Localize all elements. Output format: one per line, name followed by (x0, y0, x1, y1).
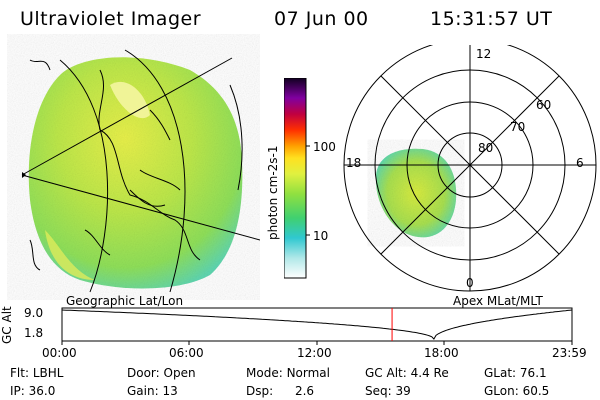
info-ip: IP: 36.0 (10, 384, 55, 398)
mlt-label-12: 12 (476, 47, 492, 61)
info-dsp-value: 2.6 (294, 384, 315, 398)
mlat-label-60: 60 (536, 98, 552, 112)
info-glon-value: 60.5 (522, 384, 550, 398)
info-gain: Gain: 13 (127, 384, 178, 398)
info-mode: Mode: Normal (246, 366, 330, 380)
header-time: 15:31:57 UT (430, 8, 553, 30)
info-door-label: Door: (127, 366, 160, 380)
mlat-label-70: 70 (510, 120, 526, 134)
altitude-curve (61, 309, 573, 340)
info-glon-label: GLon: (484, 384, 519, 398)
timeline-y-tick-top: 9.0 (24, 306, 44, 320)
mlt-label-0: 0 (466, 276, 474, 290)
info-gcalt-value: 4.4 Re (410, 366, 449, 380)
info-flt: Flt: LBHL (10, 366, 63, 380)
altitude-timeline (61, 307, 573, 345)
info-seq: Seq: 39 (365, 384, 411, 398)
mlat-label-80: 80 (478, 141, 494, 155)
polar-emission-region (375, 148, 457, 238)
colorbar (284, 78, 310, 279)
colorbar-unit-label: photon cm-2s-1 (266, 145, 280, 241)
info-door-value: Open (163, 366, 196, 380)
info-seq-label: Seq: (365, 384, 392, 398)
info-glon: GLon: 60.5 (484, 384, 549, 398)
info-door: Door: Open (127, 366, 196, 380)
instrument-title: Ultraviolet Imager (20, 8, 202, 30)
mlt-label-6: 6 (576, 156, 584, 170)
info-seq-value: 39 (395, 384, 411, 398)
info-gcalt: GC Alt: 4.4 Re (365, 366, 449, 380)
info-mode-label: Mode: (246, 366, 283, 380)
info-glat-value: 76.1 (519, 366, 547, 380)
info-glat-label: GLat: (484, 366, 517, 380)
aurora-emission-region (28, 57, 243, 289)
info-flt-value: LBHL (32, 366, 64, 380)
timeline-x-tick-1800: 18:00 (424, 346, 459, 360)
timeline-x-tick-2359: 23:59 (552, 346, 587, 360)
mlt-label-18: 18 (346, 156, 362, 170)
info-glat: GLat: 76.1 (484, 366, 547, 380)
info-ip-value: 36.0 (28, 384, 56, 398)
geographic-image (21, 49, 260, 293)
info-dsp-label: Dsp: (246, 384, 274, 398)
info-ip-label: IP: (10, 384, 25, 398)
timeline-x-tick-0600: 06:00 (169, 346, 204, 360)
geographic-plot-title: Geographic Lat/Lon (66, 294, 184, 308)
header-date: 07 Jun 00 (274, 8, 369, 30)
info-gain-label: Gain: (127, 384, 159, 398)
info-mode-value: Normal (286, 366, 330, 380)
info-gain-value: 13 (162, 384, 178, 398)
timeline-x-tick-0000: 00:00 (42, 346, 77, 360)
info-gcalt-label: GC Alt: (365, 366, 407, 380)
colorbar-tick-10: 10 (313, 229, 329, 243)
timeline-y-tick-bottom: 1.8 (24, 326, 44, 340)
timeline-x-tick-1200: 12:00 (297, 346, 332, 360)
polar-plot (343, 45, 597, 292)
info-dsp: Dsp: 2.6 (246, 384, 314, 398)
info-flt-label: Flt: (10, 366, 29, 380)
colorbar-tick-100: 100 (313, 140, 336, 154)
polar-plot-title: Apex MLat/MLT (453, 294, 543, 308)
